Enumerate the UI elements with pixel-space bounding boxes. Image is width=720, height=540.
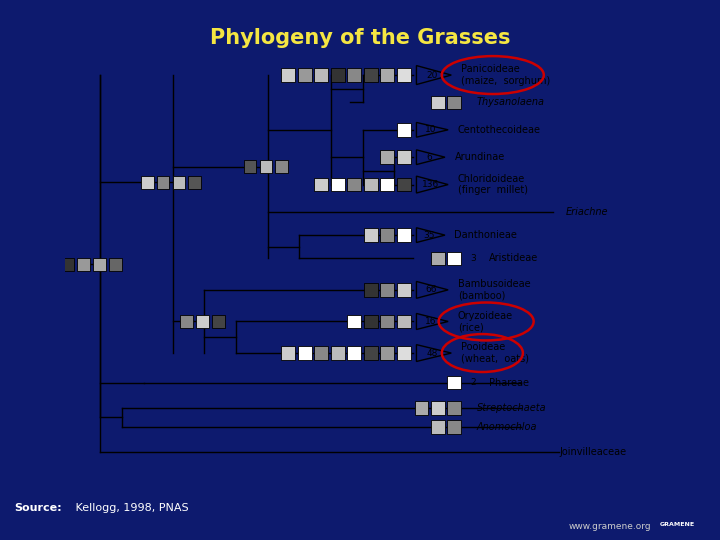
Text: 20: 20	[426, 71, 438, 79]
Bar	[397, 228, 410, 242]
Bar	[197, 315, 209, 328]
Text: Kellogg, 1998, PNAS: Kellogg, 1998, PNAS	[72, 503, 189, 512]
Bar	[380, 178, 395, 191]
Bar	[364, 346, 378, 360]
Bar	[380, 315, 395, 328]
Text: Aristideae: Aristideae	[490, 253, 539, 264]
Bar	[397, 283, 410, 296]
Text: Source:: Source:	[14, 503, 62, 512]
Bar	[141, 176, 153, 189]
Text: GRAMENE: GRAMENE	[660, 522, 695, 528]
Text: Panicoideae
(maize,  sorghum): Panicoideae (maize, sorghum)	[461, 64, 550, 86]
Text: Eriachne: Eriachne	[565, 207, 608, 217]
Text: Arundinae: Arundinae	[454, 152, 505, 162]
Bar	[244, 160, 256, 173]
Bar	[331, 346, 345, 360]
Bar	[347, 346, 361, 360]
Bar	[448, 376, 462, 389]
Bar	[431, 401, 445, 415]
Bar	[94, 258, 106, 271]
Bar	[448, 96, 462, 109]
Bar	[364, 178, 378, 191]
Bar	[282, 346, 295, 360]
Bar	[397, 151, 410, 164]
Text: 48: 48	[426, 348, 438, 357]
Bar	[364, 283, 378, 296]
Text: 3: 3	[470, 254, 476, 263]
Bar	[181, 315, 193, 328]
Text: 16: 16	[425, 317, 436, 326]
Bar	[448, 420, 462, 434]
Bar	[397, 315, 410, 328]
Bar	[78, 258, 90, 271]
Text: Bambusoideae
(bamboo): Bambusoideae (bamboo)	[458, 279, 530, 301]
Bar	[298, 346, 312, 360]
Bar	[260, 160, 272, 173]
Bar	[448, 252, 462, 265]
Bar	[189, 176, 201, 189]
Text: 2: 2	[470, 378, 476, 387]
Bar	[397, 123, 410, 137]
Text: Chloridoideae
(finger  millet): Chloridoideae (finger millet)	[458, 174, 528, 195]
Text: www.gramene.org: www.gramene.org	[569, 522, 652, 531]
Bar	[331, 178, 345, 191]
Text: 35: 35	[423, 231, 435, 240]
Bar	[347, 315, 361, 328]
Bar	[315, 178, 328, 191]
Bar	[431, 96, 445, 109]
Bar	[347, 69, 361, 82]
Text: Danthonieae: Danthonieae	[454, 230, 518, 240]
Bar	[109, 258, 122, 271]
Bar	[315, 346, 328, 360]
Text: Pooideae
(wheat,  oats): Pooideae (wheat, oats)	[461, 342, 528, 364]
Text: Oryzoideae
(rice): Oryzoideae (rice)	[458, 310, 513, 332]
Text: 136: 136	[422, 180, 439, 189]
Bar	[276, 160, 288, 173]
Bar	[364, 228, 378, 242]
Text: Thysanolaena: Thysanolaena	[477, 97, 544, 107]
Bar	[380, 151, 395, 164]
Text: Anomochloa: Anomochloa	[477, 422, 537, 432]
Text: Centothecoideae: Centothecoideae	[458, 125, 541, 135]
Text: Joinvilleaceae: Joinvilleaceae	[559, 447, 626, 457]
Bar	[380, 346, 395, 360]
Bar	[315, 69, 328, 82]
Bar	[364, 315, 378, 328]
Text: Phareae: Phareae	[490, 377, 529, 388]
Bar	[397, 69, 410, 82]
Bar	[347, 178, 361, 191]
Bar	[380, 228, 395, 242]
Bar	[380, 69, 395, 82]
Bar	[415, 401, 428, 415]
Text: Phylogeny of the Grasses: Phylogeny of the Grasses	[210, 28, 510, 48]
Bar	[212, 315, 225, 328]
Text: 66: 66	[425, 285, 436, 294]
Bar	[298, 69, 312, 82]
Bar	[282, 69, 295, 82]
Bar	[431, 252, 445, 265]
Bar	[397, 178, 410, 191]
Text: 6: 6	[426, 153, 432, 161]
Bar	[431, 420, 445, 434]
Bar	[380, 283, 395, 296]
Bar	[397, 346, 410, 360]
Bar	[448, 401, 462, 415]
Bar	[331, 69, 345, 82]
Bar	[173, 176, 185, 189]
Text: Streptochaeta: Streptochaeta	[477, 403, 546, 413]
Text: 10: 10	[425, 125, 436, 134]
Bar	[364, 69, 378, 82]
Bar	[62, 258, 74, 271]
Bar	[157, 176, 169, 189]
